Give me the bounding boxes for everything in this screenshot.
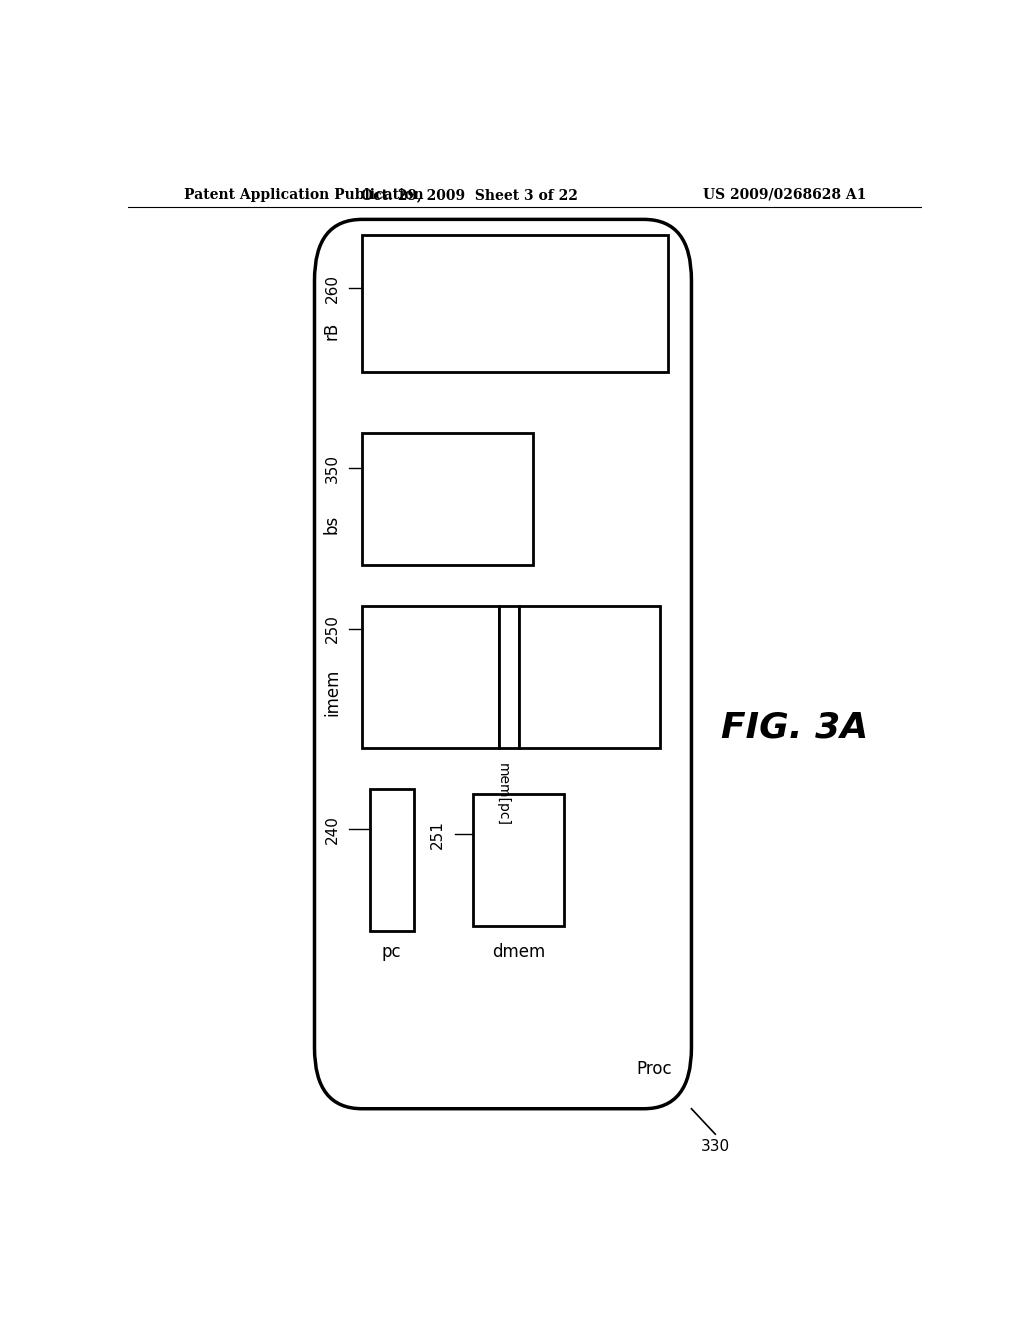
Text: 330: 330 [700,1139,730,1154]
Bar [362,606,500,748]
Bar [370,788,414,931]
Text: FIG. 3A: FIG. 3A [721,710,868,744]
Text: Proc: Proc [636,1060,672,1078]
Bar [519,606,659,748]
Bar [362,235,668,372]
Text: US 2009/0268628 A1: US 2009/0268628 A1 [702,187,866,202]
Bar [500,606,519,748]
Text: dmem: dmem [492,942,545,961]
FancyBboxPatch shape [314,219,691,1109]
Text: 251: 251 [430,820,445,849]
Text: pc: pc [382,942,401,961]
Text: 250: 250 [325,615,339,643]
Text: 350: 350 [325,454,339,483]
Bar [362,433,532,565]
Text: Oct. 29, 2009  Sheet 3 of 22: Oct. 29, 2009 Sheet 3 of 22 [360,187,578,202]
Bar [473,793,564,925]
Text: bs: bs [323,515,341,533]
Text: mem[pc]: mem[pc] [496,763,510,826]
Text: 240: 240 [325,814,339,843]
Text: 260: 260 [325,275,339,304]
Text: rB: rB [323,322,341,341]
Text: Patent Application Publication: Patent Application Publication [183,187,423,202]
Text: imem: imem [323,668,341,715]
